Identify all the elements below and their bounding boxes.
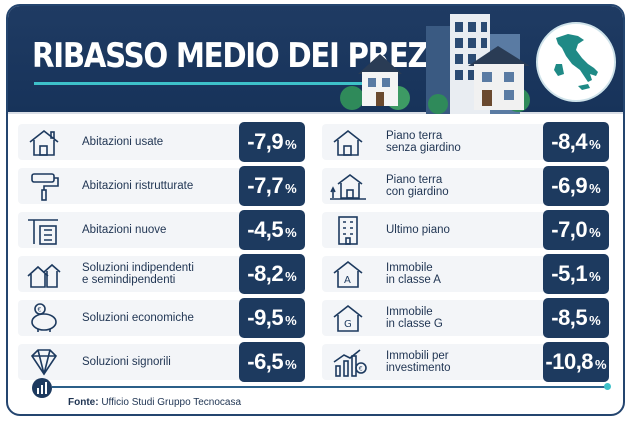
price-change-badge: -10,8% xyxy=(543,342,609,382)
footer-divider xyxy=(52,386,608,388)
list-item: € Immobili per investimento -10,8% xyxy=(322,342,609,382)
value-number: -8,4 xyxy=(551,129,588,154)
list-item: Soluzioni signorili -6,5% xyxy=(18,342,305,382)
diamond-icon xyxy=(30,349,58,376)
value-unit: % xyxy=(285,224,297,240)
apartment-building-icon xyxy=(338,216,358,245)
svg-text:€: € xyxy=(359,366,363,373)
value-number: -7,9 xyxy=(247,129,284,154)
svg-text:€: € xyxy=(38,307,42,314)
price-change-badge: -6,5% xyxy=(239,342,305,382)
value-unit: % xyxy=(285,136,297,152)
paint-roller-icon xyxy=(31,173,59,201)
house-icon xyxy=(333,129,363,156)
energy-class-g-icon: G xyxy=(333,304,363,332)
item-label: Ultimo piano xyxy=(386,224,450,236)
svg-text:A: A xyxy=(344,275,351,286)
italy-map-badge xyxy=(536,22,616,102)
item-label: Piano terra con giardino xyxy=(386,174,449,198)
value-number: -5,1 xyxy=(551,261,588,286)
item-label: Soluzioni indipendenti e semindipendenti xyxy=(82,262,194,286)
value-unit: % xyxy=(285,268,297,284)
value-unit: % xyxy=(589,312,601,328)
value-unit: % xyxy=(285,180,297,196)
value-number: -7,7 xyxy=(247,173,284,198)
price-change-badge: -6,9% xyxy=(543,166,609,206)
value-number: -8,5 xyxy=(551,305,588,330)
item-label: Abitazioni nuove xyxy=(82,224,167,236)
price-change-badge: -8,4% xyxy=(543,122,609,162)
list-item: Ultimo piano -7,0% xyxy=(322,210,609,250)
price-change-badge: -8,2% xyxy=(239,254,305,294)
list-item: Piano terra senza giardino -8,4% xyxy=(322,122,609,162)
value-number: -4,5 xyxy=(247,217,284,242)
value-unit: % xyxy=(589,224,601,240)
price-change-badge: -7,7% xyxy=(239,166,305,206)
infographic-card: RIBASSO MEDIO DEI PREZZI xyxy=(6,4,625,416)
price-change-badge: -4,5% xyxy=(239,210,305,250)
item-label: Soluzioni signorili xyxy=(82,356,171,368)
header-banner: RIBASSO MEDIO DEI PREZZI xyxy=(8,6,623,114)
value-unit: % xyxy=(589,180,601,196)
value-unit: % xyxy=(285,356,297,372)
value-unit: % xyxy=(285,312,297,328)
svg-text:G: G xyxy=(344,319,352,330)
price-change-badge: -8,5% xyxy=(543,298,609,338)
value-number: -8,2 xyxy=(247,261,284,286)
value-unit: % xyxy=(595,356,607,372)
list-item: Abitazioni nuove -4,5% xyxy=(18,210,305,250)
item-label: Immobile in classe A xyxy=(386,262,441,286)
footer-divider-dot xyxy=(604,383,611,390)
source-label: Fonte: xyxy=(68,397,99,408)
building-crane-icon xyxy=(28,219,58,245)
value-number: -9,5 xyxy=(247,305,284,330)
bar-chart-icon xyxy=(32,378,52,398)
list-item: Abitazioni ristrutturate -7,7% xyxy=(18,166,305,206)
value-number: -7,0 xyxy=(551,217,588,242)
source-text: Ufficio Studi Gruppo Tecnocasa xyxy=(98,397,242,408)
detached-houses-icon xyxy=(27,263,61,288)
title-underline xyxy=(34,82,364,85)
list-item: Soluzioni indipendenti e semindipendenti… xyxy=(18,254,305,294)
item-label: Piano terra senza giardino xyxy=(386,130,461,154)
source-note: Fonte: Ufficio Studi Gruppo Tecnocasa xyxy=(68,397,241,408)
value-number: -6,9 xyxy=(551,173,588,198)
value-number: -10,8 xyxy=(545,349,594,374)
price-change-badge: -7,9% xyxy=(239,122,305,162)
city-skyline-illustration xyxy=(340,14,530,114)
value-unit: % xyxy=(589,268,601,284)
value-unit: % xyxy=(589,136,601,152)
italy-map-icon xyxy=(554,34,598,90)
item-label: Abitazioni ristrutturate xyxy=(82,180,194,192)
price-change-badge: -7,0% xyxy=(543,210,609,250)
piggy-bank-icon: € xyxy=(31,303,57,332)
price-change-badge: -9,5% xyxy=(239,298,305,338)
list-item: Piano terra con giardino -6,9% xyxy=(322,166,609,206)
energy-class-a-icon: A xyxy=(333,260,363,288)
list-item: € Soluzioni economiche -9,5% xyxy=(18,298,305,338)
list-item: G Immobile in classe G -8,5% xyxy=(322,298,609,338)
item-label: Immobili per investimento xyxy=(386,350,451,374)
price-change-badge: -5,1% xyxy=(543,254,609,294)
list-item: A Immobile in classe A -5,1% xyxy=(322,254,609,294)
item-label: Abitazioni usate xyxy=(82,136,164,148)
item-label: Soluzioni economiche xyxy=(82,312,194,324)
investment-chart-icon: € xyxy=(333,349,367,377)
house-icon xyxy=(29,129,59,156)
list-item: Abitazioni usate -7,9% xyxy=(18,122,305,162)
item-label: Immobile in classe G xyxy=(386,306,443,330)
value-number: -6,5 xyxy=(247,349,284,374)
house-garden-icon xyxy=(330,174,366,200)
